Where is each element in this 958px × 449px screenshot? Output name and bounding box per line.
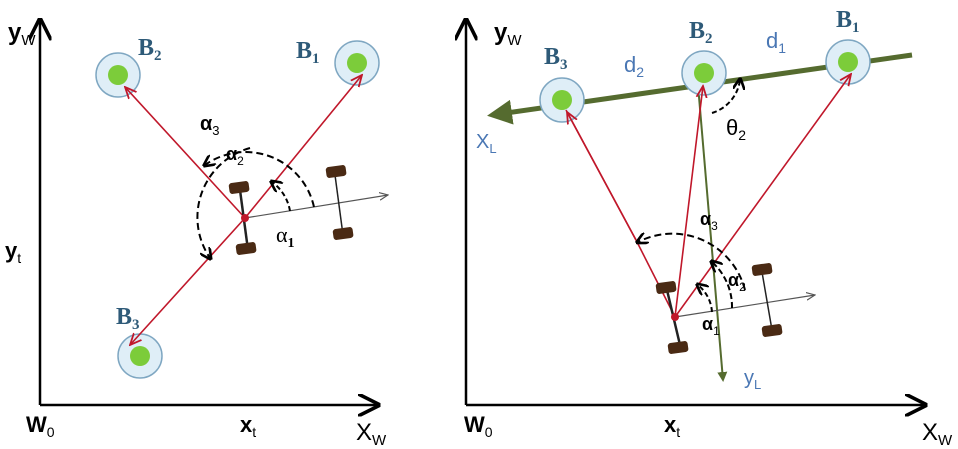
right-local-x-label: XL	[476, 131, 497, 156]
left-alpha3-label: α3	[200, 113, 220, 138]
right-robot	[655, 263, 783, 354]
left-ray-b2	[125, 87, 246, 219]
right-alpha2-arc	[712, 262, 734, 309]
right-ray-b2	[674, 86, 703, 318]
right-theta-label: θ2	[726, 115, 746, 143]
right-alpha3-label: α3	[700, 209, 718, 233]
right-heading-arrow	[674, 295, 815, 318]
left-alpha1-arc	[272, 182, 291, 212]
right-local-y-axis	[697, 84, 728, 382]
right-beacon-b1	[825, 39, 871, 85]
left-xt-label: xt	[240, 412, 256, 440]
right-xt-label: xt	[664, 412, 680, 440]
right-triangle-tip-b3	[635, 239, 676, 318]
left-ray-b1	[244, 75, 362, 219]
left-alpha2-label: α2	[226, 144, 244, 168]
right-d1-label: d1	[766, 28, 786, 56]
left-panel	[40, 20, 388, 405]
right-beacon-b2	[681, 50, 727, 96]
left-alpha1-label: α1	[276, 222, 295, 251]
left-x-axis-label: XW	[356, 419, 387, 449]
left-alpha2-arc	[205, 151, 315, 208]
right-alpha2-label: α2	[728, 270, 746, 294]
left-heading-arrow	[244, 195, 388, 219]
right-alpha1-label: α1	[702, 314, 720, 338]
right-beacon-b3-label: B3	[544, 44, 568, 73]
left-beacon-b1	[334, 40, 380, 86]
left-origin-label: W0	[26, 412, 55, 440]
left-beacon-b2	[95, 52, 141, 98]
right-x-axis-label: XW	[922, 419, 953, 449]
left-beacon-b1-label: B1	[296, 38, 320, 67]
left-yt-label: yt	[5, 238, 21, 266]
left-alpha3-arc	[196, 147, 251, 258]
right-ray-b3	[567, 112, 637, 241]
left-y-axis-label: yW	[8, 19, 36, 49]
right-beacon-b1-label: B1	[836, 7, 860, 36]
right-alpha1-arc	[698, 285, 713, 313]
right-d2-label: d2	[624, 52, 644, 80]
right-beacon-b2-label: B2	[689, 18, 713, 47]
left-ray-b3	[130, 217, 246, 345]
right-origin-label: W0	[464, 412, 493, 440]
left-beacon-b2-label: B2	[138, 35, 162, 64]
right-alpha3-arc	[638, 234, 746, 291]
left-robot	[228, 165, 354, 255]
right-beacon-b3	[539, 77, 585, 123]
right-ray-b1	[674, 74, 851, 318]
left-beacon-b3	[117, 333, 163, 379]
left-beacon-b3-label: B3	[116, 304, 140, 333]
right-local-y-label: yL	[744, 367, 761, 392]
right-theta-arc	[711, 80, 740, 114]
right-panel	[466, 20, 925, 405]
right-y-axis-label: yW	[494, 19, 522, 49]
